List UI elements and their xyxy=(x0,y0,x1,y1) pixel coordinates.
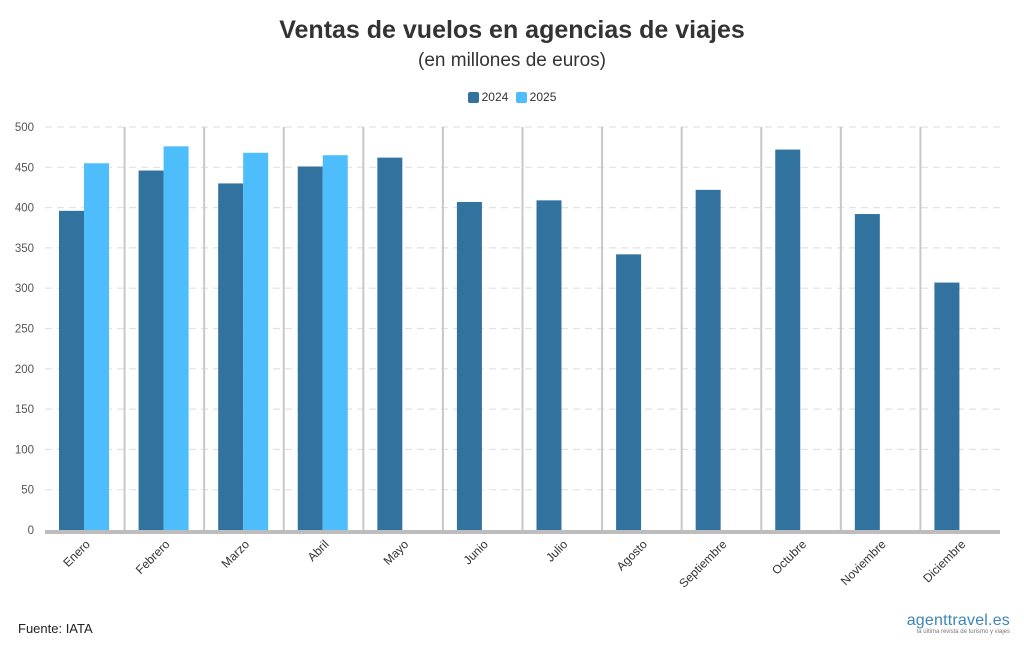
y-tick-label: 100 xyxy=(15,444,34,456)
x-axis-line xyxy=(45,530,1000,534)
y-tick-label: 150 xyxy=(15,404,34,416)
legend-label-2025: 2025 xyxy=(529,90,557,104)
x-tick-label: Febrero xyxy=(133,537,173,577)
legend-item-2024[interactable]: 2024 xyxy=(467,90,509,104)
y-tick-label: 350 xyxy=(15,243,34,255)
y-tick-label: 200 xyxy=(15,364,34,376)
bar-2025-abril xyxy=(322,155,348,530)
y-tick-label: 0 xyxy=(28,525,34,537)
x-tick-label: Diciembre xyxy=(920,537,968,585)
x-tick-label: Agosto xyxy=(614,537,651,574)
x-tick-label: Junio xyxy=(461,537,491,567)
brand-logo[interactable]: agenttravel.es la última revista de turi… xyxy=(907,612,1010,635)
chart-title: Ventas de vuelos en agencias de viajes xyxy=(279,16,745,44)
chart-legend: 2024 2025 xyxy=(0,90,1024,106)
bar-2024-agosto xyxy=(616,254,642,530)
chart-subtitle: (en millones de euros) xyxy=(418,50,606,71)
bar-2024-enero xyxy=(59,210,84,530)
brand-name: agenttravel.es xyxy=(906,612,1010,629)
bar-2025-febrero xyxy=(163,146,189,530)
x-tick-label: Abril xyxy=(305,537,332,564)
source-note: Fuente: IATA xyxy=(18,621,93,636)
y-tick-label: 300 xyxy=(15,283,34,295)
y-tick-label: 50 xyxy=(21,485,34,497)
legend-item-2025[interactable]: 2025 xyxy=(515,90,557,104)
x-tick-label: Octubre xyxy=(769,537,809,577)
bar-2024-septiembre xyxy=(695,189,721,531)
bar-2024-diciembre xyxy=(934,282,960,530)
bar-2024-julio xyxy=(536,200,562,530)
x-tick-label: Noviembre xyxy=(838,537,889,588)
x-tick-label: Septiembre xyxy=(676,537,730,591)
bar-2024-noviembre xyxy=(854,214,880,530)
bar-2025-enero xyxy=(84,163,109,530)
bar-2025-marzo xyxy=(243,152,269,531)
x-tick-label: Julio xyxy=(543,537,571,565)
legend-swatch-2024 xyxy=(467,91,479,103)
y-tick-label: 250 xyxy=(15,324,34,336)
brand-tagline: la última revista de turismo y viajes xyxy=(916,629,1010,635)
y-tick-label: 500 xyxy=(15,122,34,134)
x-tick-label: Enero xyxy=(60,537,93,570)
y-tick-label: 450 xyxy=(15,162,34,174)
bar-2024-mayo xyxy=(377,157,403,531)
y-tick-label: 400 xyxy=(15,203,34,215)
bar-2024-febrero xyxy=(138,170,164,531)
x-tick-label: Marzo xyxy=(219,537,253,571)
bar-2024-abril xyxy=(297,166,323,530)
legend-swatch-2025 xyxy=(515,91,527,103)
bar-2024-octubre xyxy=(775,149,801,530)
legend-label-2024: 2024 xyxy=(481,90,509,104)
bar-2024-junio xyxy=(456,201,482,530)
bar-2024-marzo xyxy=(218,183,244,531)
x-tick-label: Mayo xyxy=(381,537,412,568)
